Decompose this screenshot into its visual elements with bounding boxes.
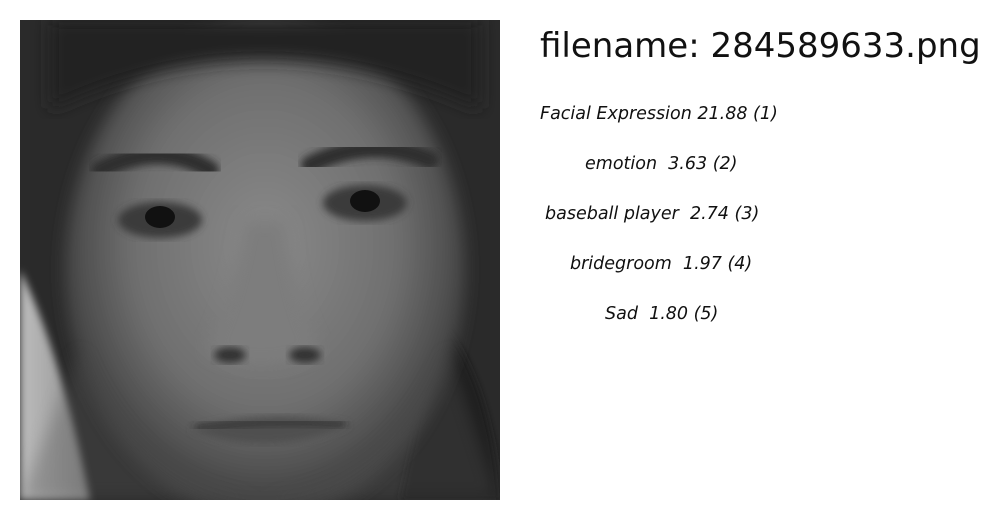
filename-heading: filename: 284589633.png xyxy=(540,24,981,68)
prediction-item-4: bridegroom 1.97 (4) xyxy=(570,254,753,274)
filename-label: filename: xyxy=(540,26,711,66)
prediction-item-1: Facial Expression 21.88 (1) xyxy=(540,104,778,124)
prediction-item-2: emotion 3.63 (2) xyxy=(585,154,738,174)
face-photo xyxy=(20,20,500,500)
filename-value: 284589633.png xyxy=(710,26,981,66)
prediction-item-3: baseball player 2.74 (3) xyxy=(545,204,760,224)
prediction-item-5: Sad 1.80 (5) xyxy=(605,304,719,324)
face-image xyxy=(20,20,500,500)
